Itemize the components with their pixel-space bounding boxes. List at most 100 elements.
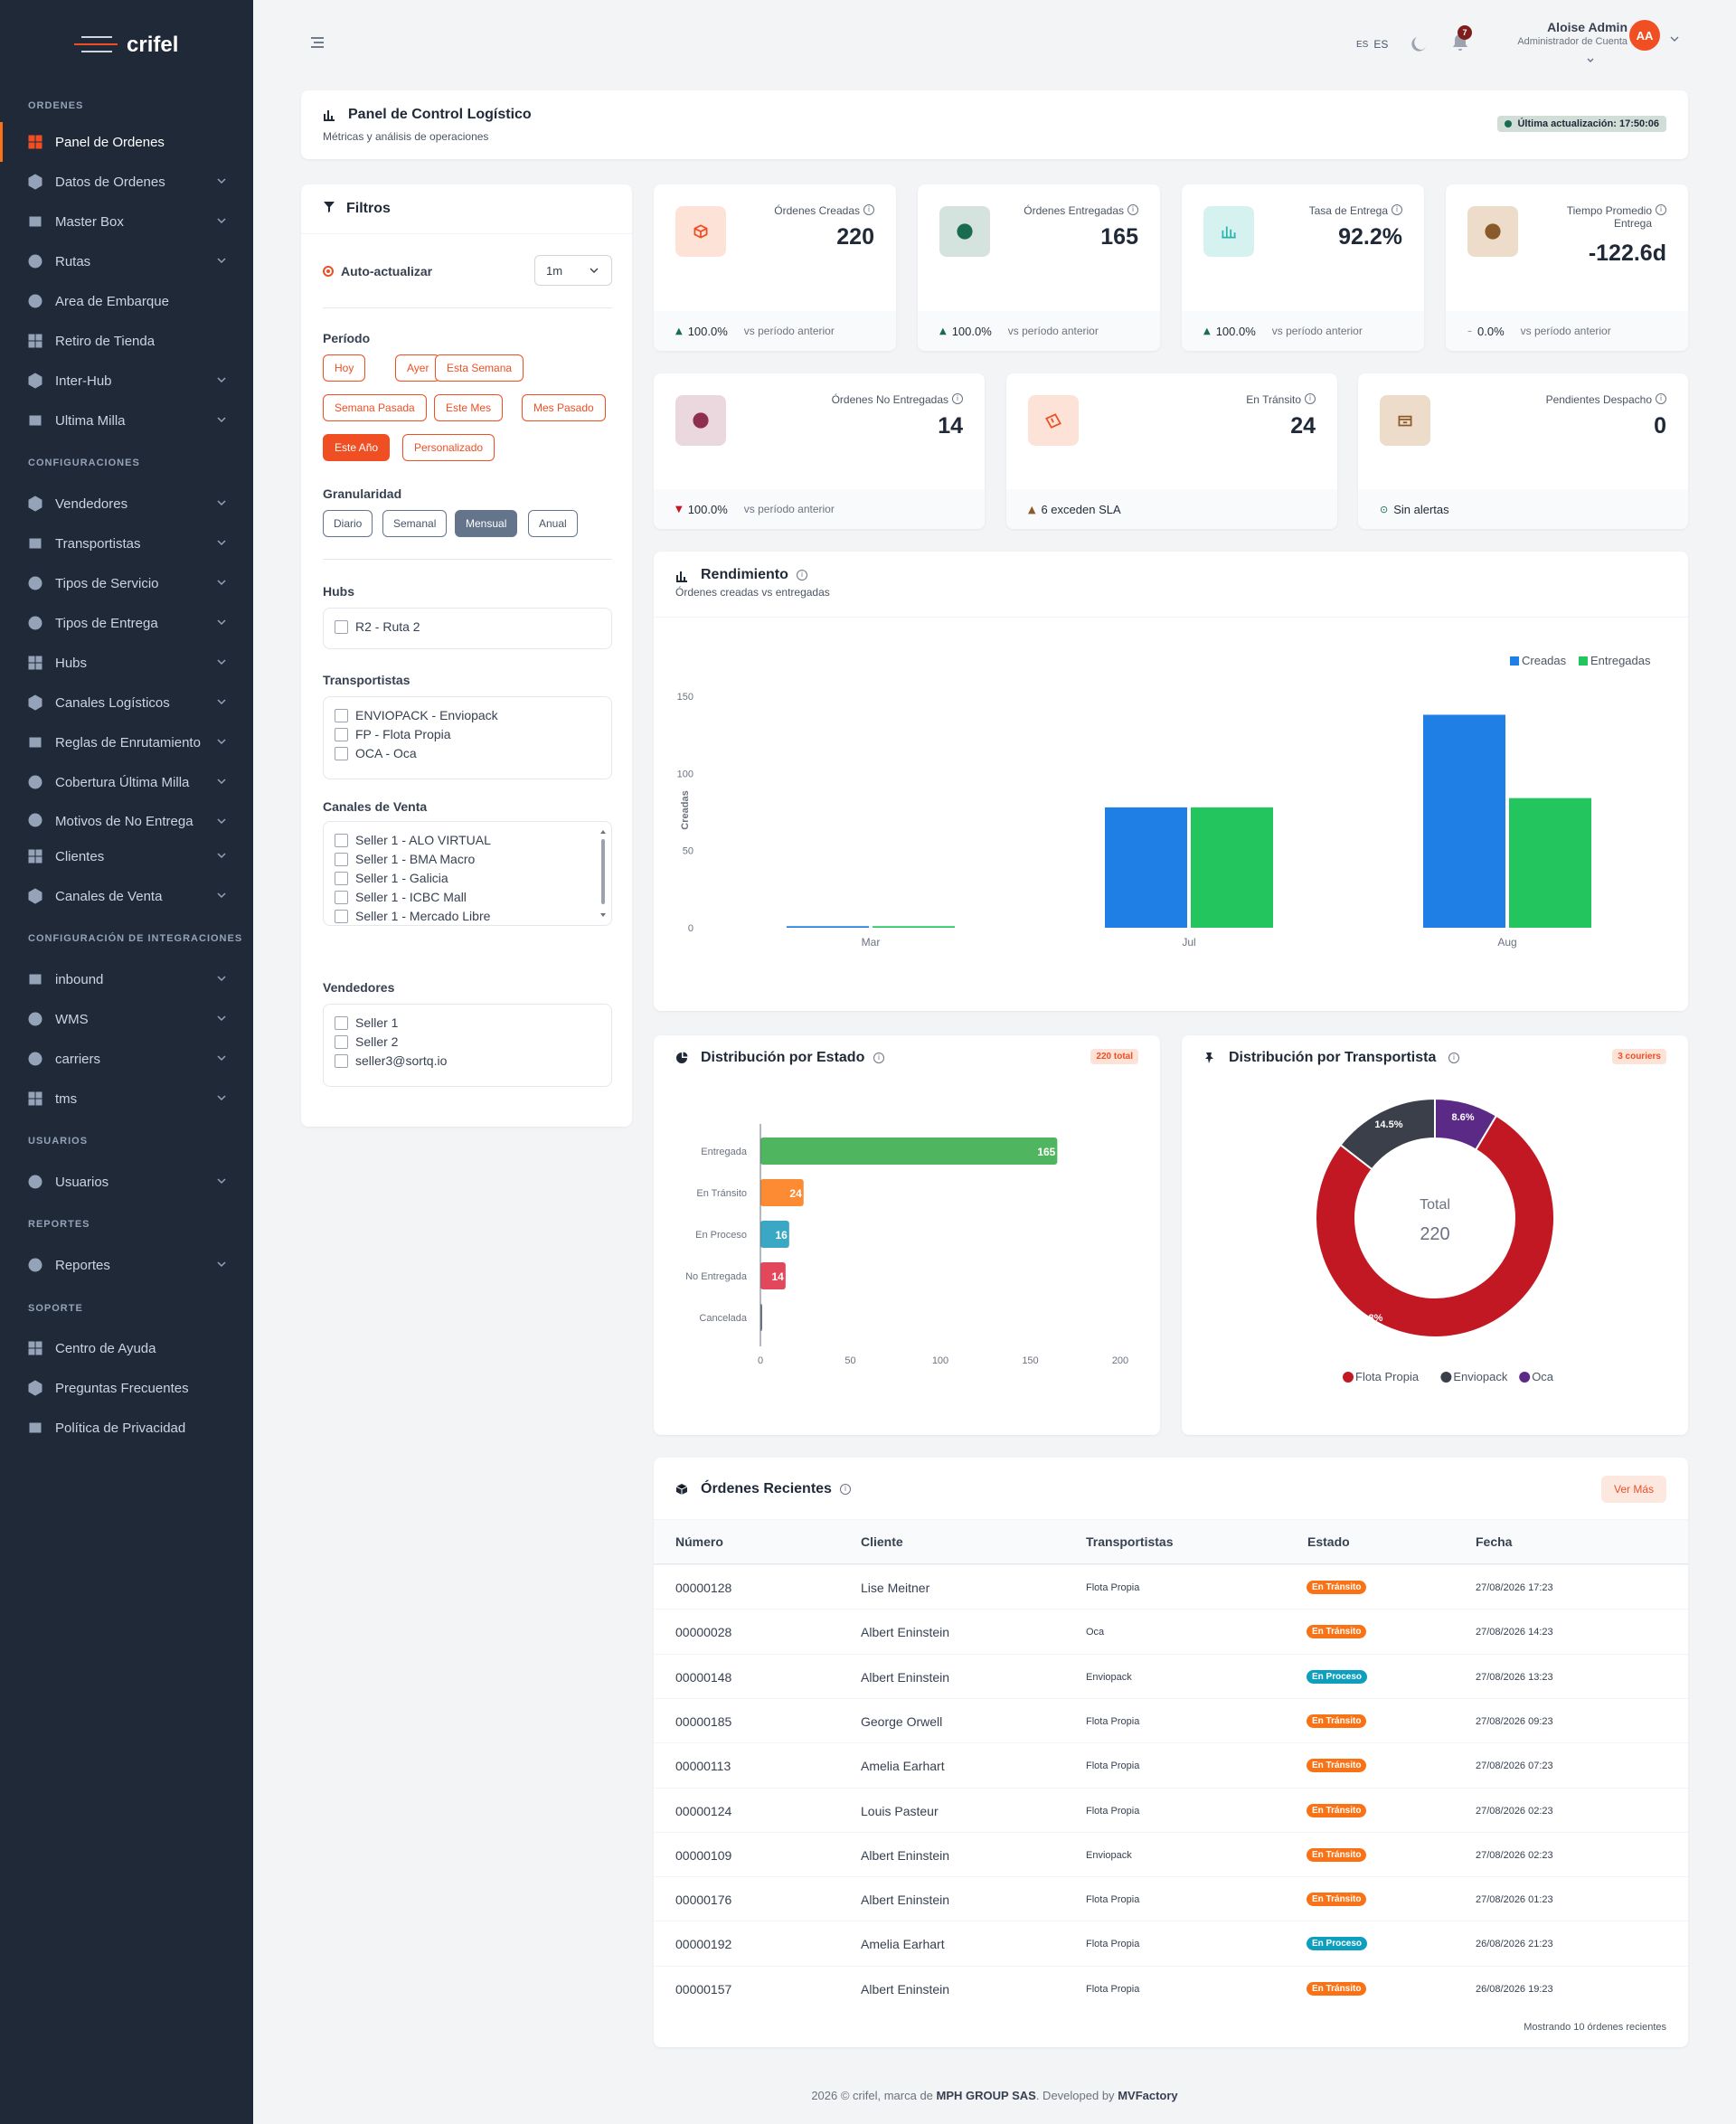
- notifications-icon[interactable]: 7: [1450, 25, 1472, 54]
- sidebar-item-ultima-milla[interactable]: Ultima Milla: [0, 401, 253, 440]
- sidebar-item-rutas[interactable]: Rutas: [0, 241, 253, 281]
- checkbox-box[interactable]: [335, 852, 348, 866]
- sales-channel-checkbox[interactable]: Seller 1 - Mercado Libre: [335, 909, 490, 923]
- sales-channels-scrollbar[interactable]: [599, 828, 607, 919]
- hub-checkbox[interactable]: R2 - Ruta 2: [335, 619, 420, 634]
- language-selector[interactable]: ES ES: [1356, 38, 1388, 51]
- sidebar-item-hubs[interactable]: Hubs: [0, 643, 253, 683]
- sidebar-item-motivos-de-no-entrega[interactable]: Motivos de No Entrega: [0, 802, 253, 829]
- checkbox-box[interactable]: [335, 909, 348, 923]
- bar-creadas-jul[interactable]: [1105, 807, 1187, 928]
- sidebar-item-tipos-de-servicio[interactable]: Tipos de Servicio: [0, 563, 253, 603]
- period-esta-semana-button[interactable]: Esta Semana: [435, 354, 524, 382]
- checkbox-box[interactable]: [335, 727, 348, 741]
- period-semana-pasada-button[interactable]: Semana Pasada: [323, 394, 427, 421]
- checkbox-box[interactable]: [335, 1053, 348, 1068]
- sidebar-item-area-de-embarque[interactable]: Area de Embarque: [0, 281, 253, 321]
- bar-creadas-mar[interactable]: [787, 926, 869, 928]
- order-number[interactable]: 00000148: [675, 1669, 732, 1685]
- auto-refresh-toggle[interactable]: Auto-actualizar: [323, 264, 432, 278]
- legend-entregadas[interactable]: Entregadas: [1590, 654, 1651, 667]
- granularity-mensual-button[interactable]: Mensual: [455, 510, 518, 537]
- sidebar-item-retiro-de-tienda[interactable]: Retiro de Tienda: [0, 321, 253, 361]
- dark-mode-icon[interactable]: [1409, 34, 1429, 59]
- slice-enviopack[interactable]: [1339, 1097, 1436, 1171]
- sidebar-item-tipos-de-entrega[interactable]: Tipos de Entrega: [0, 603, 253, 643]
- bar-no-entregada[interactable]: [760, 1262, 786, 1289]
- seller-checkbox[interactable]: Seller 1: [335, 1015, 398, 1030]
- checkbox-box[interactable]: [335, 708, 348, 722]
- avatar[interactable]: AA: [1629, 20, 1660, 51]
- info-icon[interactable]: i: [863, 204, 874, 215]
- order-number[interactable]: 00000185: [675, 1713, 732, 1729]
- sidebar-item-wms[interactable]: WMS: [0, 999, 253, 1039]
- sidebar-item-transportistas[interactable]: Transportistas: [0, 524, 253, 563]
- avatar-chevron-icon[interactable]: [1669, 31, 1680, 47]
- period-personalizado-button[interactable]: Personalizado: [402, 434, 495, 461]
- auto-refresh-select[interactable]: 1m: [534, 255, 612, 286]
- table-row[interactable]: 00000113 Amelia Earhart Flota Propia En Trá…: [654, 1742, 1688, 1787]
- sidebar-item-clientes[interactable]: Clientes: [0, 836, 253, 876]
- column-header-estado[interactable]: Estado: [1307, 1534, 1350, 1549]
- table-row[interactable]: 00000128 Lise Meitner Flota Propia En Tráns…: [654, 1564, 1688, 1609]
- sidebar-item-panel-de-ordenes[interactable]: Panel de Ordenes: [0, 122, 253, 162]
- carrier-checkbox[interactable]: OCA - Oca: [335, 746, 417, 760]
- info-icon[interactable]: i: [873, 1053, 884, 1063]
- bar-entregada[interactable]: [760, 1138, 1058, 1165]
- carrier-checkbox[interactable]: ENVIOPACK - Enviopack: [335, 708, 498, 722]
- bar-entregadas-aug[interactable]: [1509, 798, 1591, 928]
- sidebar-item-vendedores[interactable]: Vendedores: [0, 484, 253, 524]
- seller-checkbox[interactable]: seller3@sortq.io: [335, 1053, 447, 1068]
- menu-toggle-icon[interactable]: [309, 36, 326, 49]
- checkbox-box[interactable]: [335, 871, 348, 885]
- sidebar-item-centro-de-ayuda[interactable]: Centro de Ayuda: [0, 1328, 253, 1368]
- legend-flota-propia[interactable]: Flota Propia: [1355, 1370, 1420, 1383]
- order-number[interactable]: 00000113: [675, 1759, 731, 1774]
- info-icon[interactable]: i: [1305, 393, 1316, 404]
- legend-enviopack[interactable]: Enviopack: [1453, 1370, 1507, 1383]
- granularity-anual-button[interactable]: Anual: [528, 510, 578, 537]
- info-icon[interactable]: i: [1392, 204, 1402, 215]
- checkbox-box[interactable]: [335, 1015, 348, 1030]
- sidebar-item-reglas-de-enrutamiento[interactable]: Reglas de Enrutamiento: [0, 722, 253, 762]
- column-header-transportistas[interactable]: Transportistas: [1086, 1534, 1174, 1549]
- brand-logo[interactable]: crifel: [74, 33, 178, 58]
- table-row[interactable]: 00000192 Amelia Earhart Flota Propia En Pro…: [654, 1921, 1688, 1965]
- sidebar-item-master-box[interactable]: Master Box: [0, 202, 253, 241]
- table-row[interactable]: 00000176 Albert Eninstein Flota Propia En T…: [654, 1876, 1688, 1921]
- column-header-cliente[interactable]: Cliente: [861, 1534, 903, 1549]
- order-number[interactable]: 00000157: [675, 1981, 732, 1997]
- bar-entregadas-mar[interactable]: [873, 926, 955, 928]
- bar-en-proceso[interactable]: [760, 1221, 789, 1248]
- view-more-button[interactable]: Ver Más: [1600, 1476, 1666, 1503]
- sidebar-item-preguntas-frecuentes[interactable]: Preguntas Frecuentes: [0, 1368, 253, 1408]
- order-number[interactable]: 00000128: [675, 1581, 732, 1595]
- bar-en-transito[interactable]: [760, 1179, 804, 1206]
- table-row[interactable]: 00000148 Albert Eninstein Enviopack En Proc…: [654, 1653, 1688, 1698]
- sales-channel-checkbox[interactable]: Seller 1 - ALO VIRTUAL: [335, 833, 491, 847]
- period-mes-pasado-button[interactable]: Mes Pasado: [522, 394, 606, 421]
- bar-entregadas-jul[interactable]: [1191, 807, 1273, 928]
- sidebar-item-datos-de-ordenes[interactable]: Datos de Ordenes: [0, 162, 253, 202]
- sidebar-item-cobertura-ultima-milla[interactable]: Cobertura Última Milla: [0, 762, 253, 802]
- info-icon[interactable]: i: [840, 1484, 851, 1495]
- info-icon[interactable]: i: [1127, 204, 1138, 215]
- info-icon[interactable]: i: [1656, 393, 1666, 404]
- info-icon[interactable]: i: [1656, 204, 1666, 215]
- order-number[interactable]: 00000109: [675, 1847, 732, 1863]
- period-hoy-button[interactable]: Hoy: [323, 354, 366, 382]
- order-number[interactable]: 00000028: [675, 1625, 732, 1640]
- period-este-mes-button[interactable]: Este Mes: [434, 394, 504, 421]
- sidebar-item-canales-de-venta[interactable]: Canales de Venta: [0, 876, 253, 916]
- order-number[interactable]: 00000192: [675, 1937, 732, 1952]
- table-row[interactable]: 00000028 Albert Eninstein Oca En Tránsito 27…: [654, 1609, 1688, 1653]
- legend-oca[interactable]: Oca: [1532, 1370, 1554, 1383]
- sidebar-item-reportes[interactable]: Reportes: [0, 1245, 253, 1285]
- granularity-semanal-button[interactable]: Semanal: [382, 510, 448, 537]
- sales-channel-checkbox[interactable]: Seller 1 - Galicia: [335, 871, 448, 885]
- carrier-checkbox[interactable]: FP - Flota Propia: [335, 727, 451, 741]
- info-icon[interactable]: i: [797, 570, 807, 581]
- sidebar-item-inter-hub[interactable]: Inter-Hub: [0, 361, 253, 401]
- table-row[interactable]: 00000185 George Orwell Flota Propia En Trán…: [654, 1697, 1688, 1742]
- slice-flota-propia[interactable]: [1315, 1114, 1555, 1338]
